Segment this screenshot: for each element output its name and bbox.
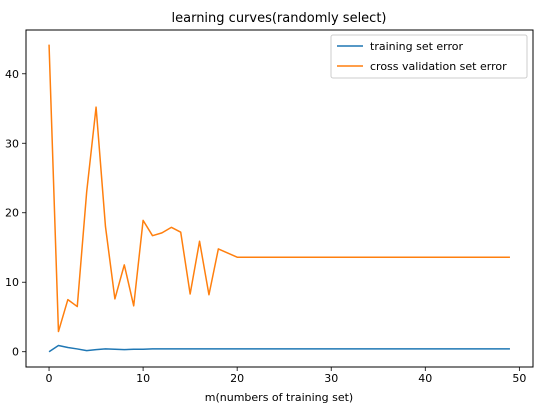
series-line-0 [48, 344, 510, 353]
y-tick-label: 30 [5, 137, 19, 150]
y-tick-label: 40 [5, 68, 19, 81]
legend-label-cross-validation: cross validation set error [370, 60, 507, 73]
plot-area [48, 44, 510, 353]
x-tick-label: 50 [512, 372, 526, 385]
x-tick-label: 30 [324, 372, 338, 385]
y-tick-label: 10 [5, 276, 19, 289]
x-tick-label: 0 [46, 372, 53, 385]
legend: training set error cross validation set … [330, 34, 528, 79]
legend-label-training: training set error [370, 40, 464, 53]
y-axis: 0 10 20 30 40 [5, 68, 26, 359]
axes-frame [25, 29, 534, 368]
y-tick-label: 0 [12, 346, 19, 359]
y-tick-label: 20 [5, 207, 19, 220]
legend-box [330, 34, 528, 79]
x-tick-label: 40 [418, 372, 432, 385]
x-tick-label: 10 [136, 372, 150, 385]
series-line-1 [48, 44, 510, 333]
chart-title: learning curves(randomly select) [172, 11, 387, 26]
x-axis-label: m(numbers of training set) [205, 391, 353, 404]
x-axis: 0 10 20 30 40 50 [46, 367, 526, 385]
x-tick-label: 20 [230, 372, 244, 385]
